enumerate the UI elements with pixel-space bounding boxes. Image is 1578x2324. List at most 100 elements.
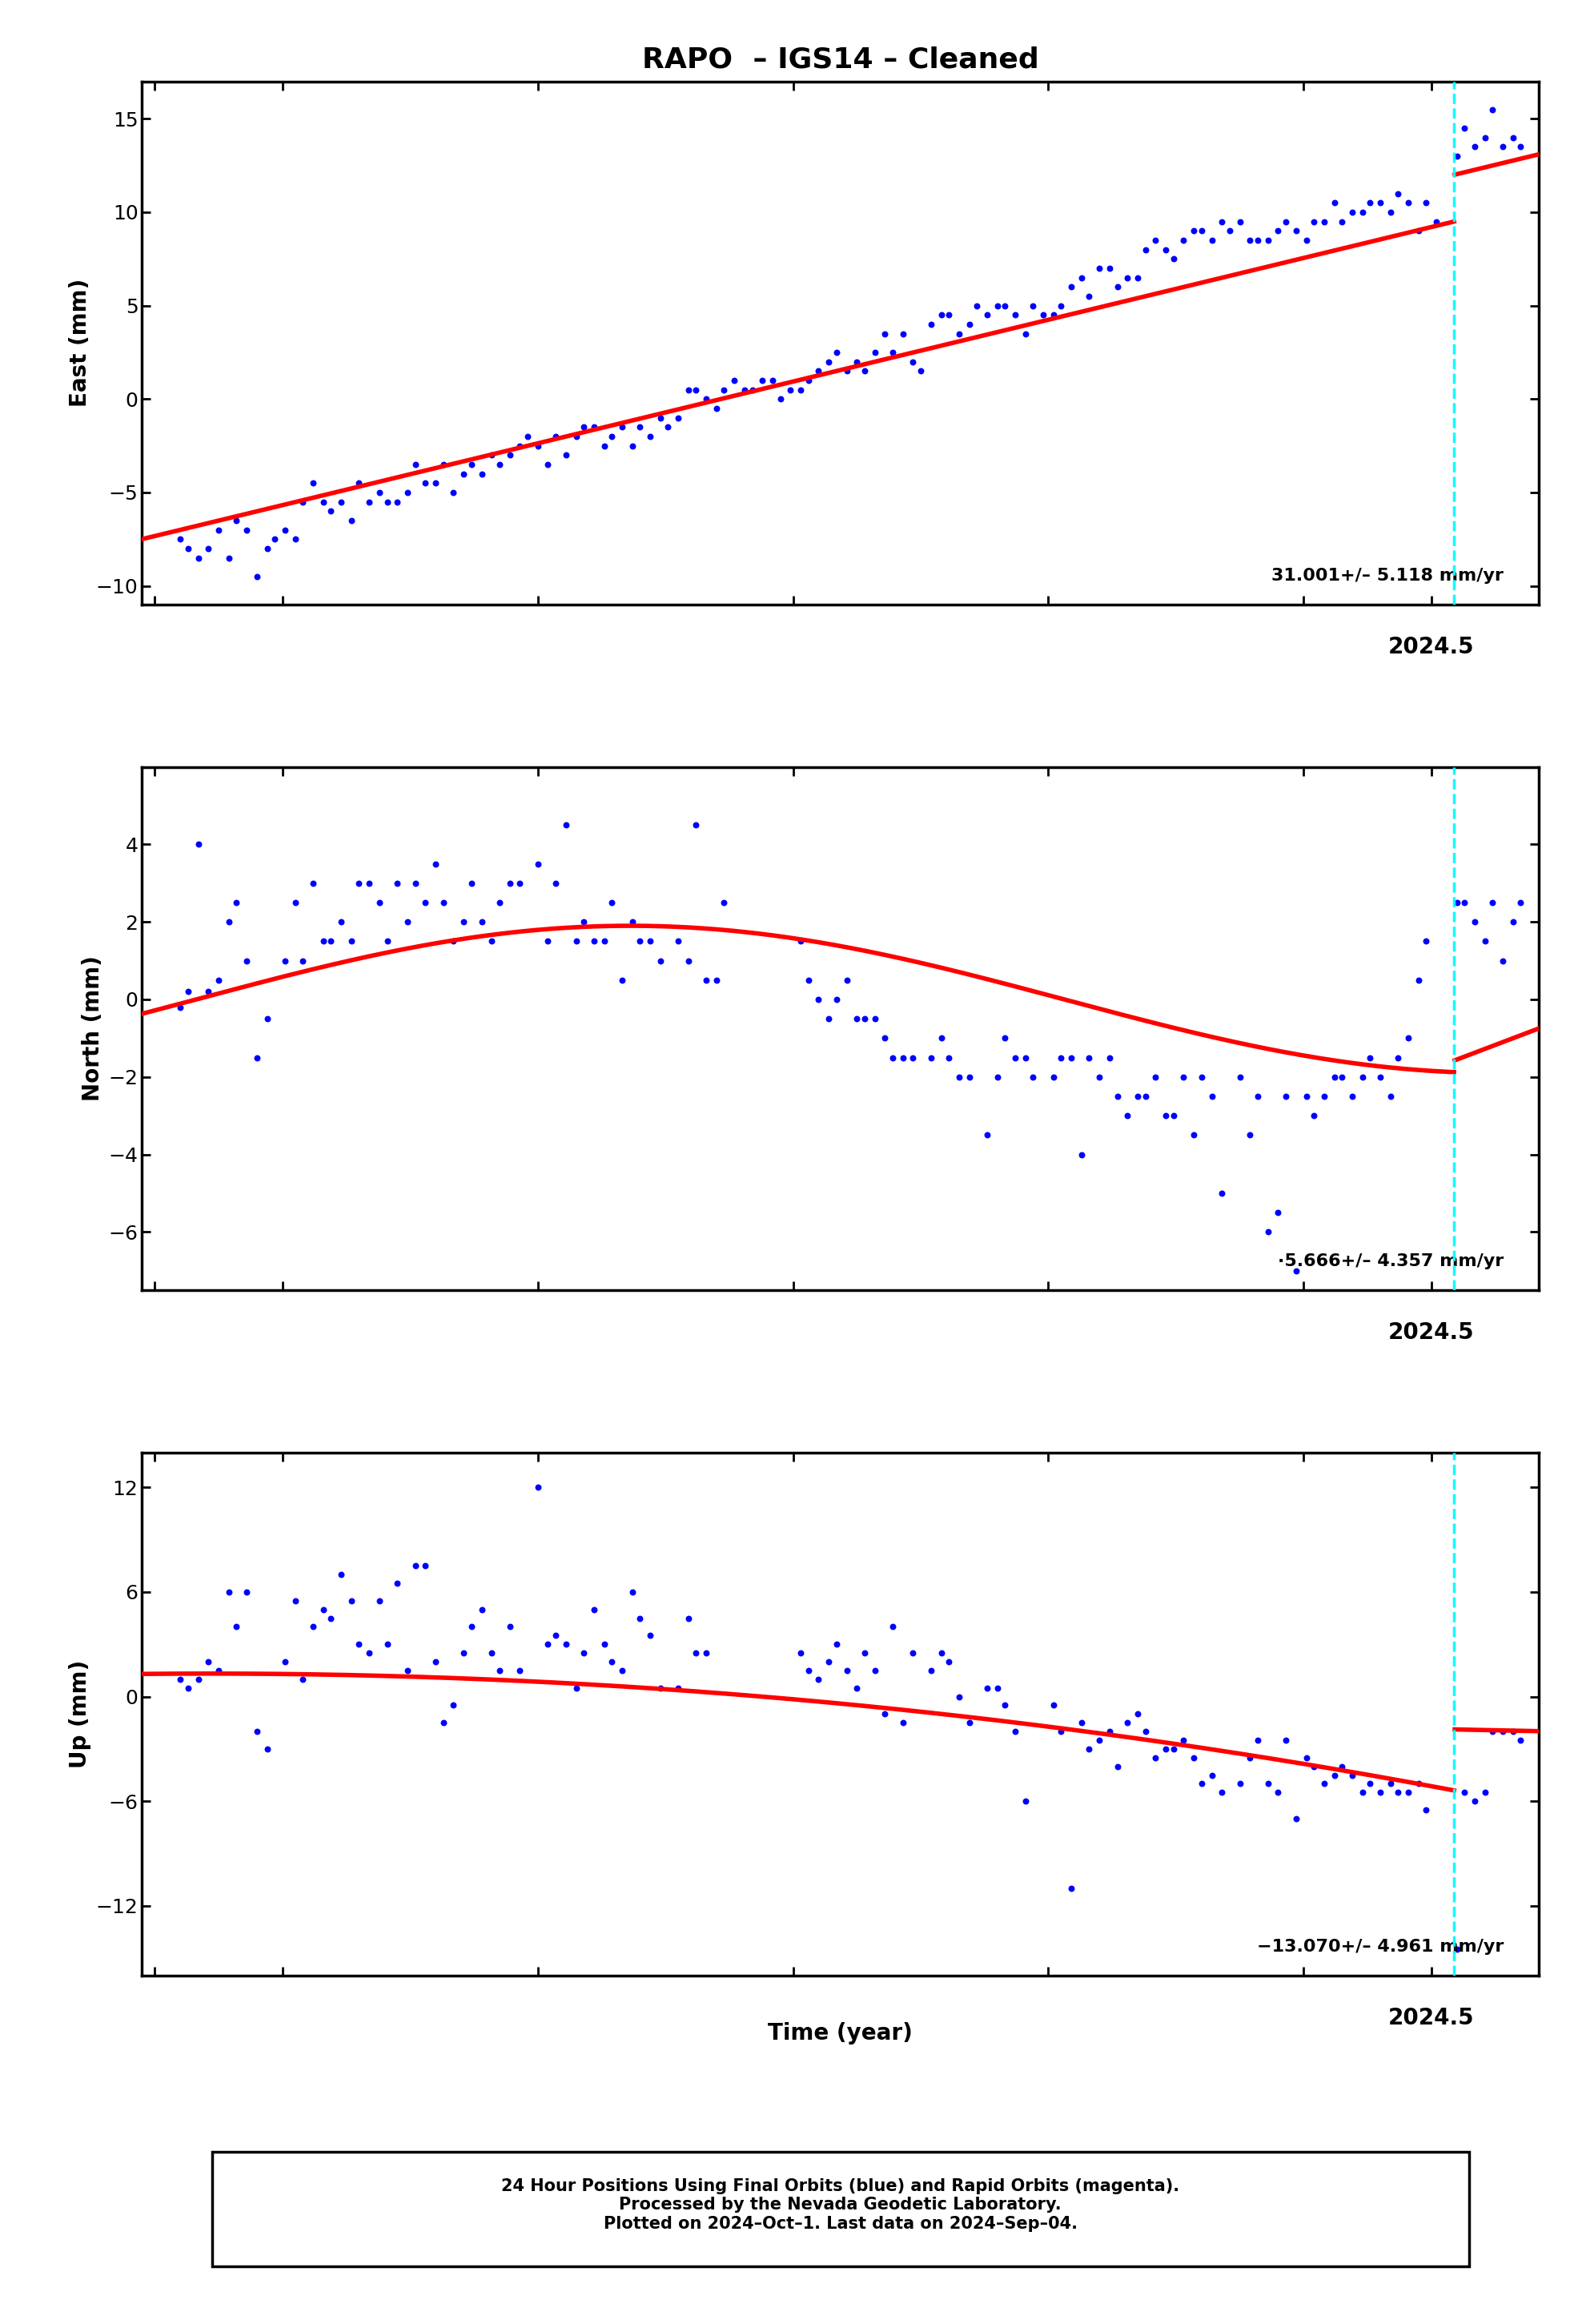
- Point: [947, 1678, 972, 1715]
- Point: [1414, 1792, 1439, 1829]
- Point: [1273, 1722, 1299, 1759]
- Point: [543, 1618, 568, 1655]
- Point: [620, 428, 645, 465]
- Point: [620, 1573, 645, 1611]
- Point: [975, 1669, 1000, 1706]
- Point: [245, 1039, 270, 1076]
- Point: [571, 409, 596, 446]
- Point: [554, 806, 579, 844]
- Point: [767, 381, 792, 418]
- Point: [366, 474, 391, 511]
- Point: [385, 865, 410, 902]
- Point: [1013, 316, 1038, 353]
- Point: [1125, 1697, 1150, 1734]
- Point: [423, 1643, 448, 1680]
- Point: [638, 923, 663, 960]
- Point: [778, 372, 803, 409]
- FancyBboxPatch shape: [211, 2152, 1469, 2266]
- Point: [1406, 211, 1431, 249]
- Point: [1002, 297, 1027, 335]
- Point: [1105, 267, 1130, 304]
- Point: [167, 521, 193, 558]
- Point: [273, 511, 298, 548]
- Point: [918, 1652, 944, 1690]
- Point: [1302, 202, 1327, 239]
- Point: [385, 1564, 410, 1601]
- Point: [647, 400, 672, 437]
- Point: [1097, 1039, 1122, 1076]
- Point: [451, 456, 477, 493]
- Point: [1116, 258, 1141, 295]
- Point: [328, 904, 353, 941]
- Point: [186, 825, 211, 862]
- Point: [1340, 1078, 1365, 1116]
- Point: [1444, 883, 1469, 920]
- Point: [936, 1643, 961, 1680]
- Point: [488, 883, 513, 920]
- Point: [1385, 1039, 1411, 1076]
- Point: [535, 446, 560, 483]
- Point: [1002, 1713, 1027, 1750]
- Point: [873, 316, 898, 353]
- Point: [1116, 1097, 1141, 1134]
- Point: [1125, 258, 1150, 295]
- Point: [1161, 239, 1187, 277]
- Point: [497, 437, 522, 474]
- Point: [721, 363, 746, 400]
- Point: [1357, 184, 1382, 221]
- Point: [1209, 1773, 1234, 1810]
- Point: [1171, 1722, 1196, 1759]
- Point: [300, 1608, 325, 1645]
- Point: [1237, 1116, 1262, 1153]
- Point: [1245, 1078, 1270, 1116]
- Point: [581, 923, 606, 960]
- Y-axis label: North (mm): North (mm): [82, 955, 104, 1102]
- Point: [901, 1039, 926, 1076]
- Point: [694, 1634, 720, 1671]
- Point: [712, 372, 737, 409]
- Point: [431, 1703, 456, 1741]
- Point: [440, 474, 466, 511]
- Point: [666, 1669, 691, 1706]
- Text: 24 Hour Positions Using Final Orbits (blue) and Rapid Orbits (magenta).
Processe: 24 Hour Positions Using Final Orbits (bl…: [502, 2178, 1179, 2231]
- Point: [1501, 119, 1526, 156]
- Point: [563, 418, 589, 456]
- Point: [1501, 1713, 1526, 1750]
- Point: [1068, 1703, 1094, 1741]
- Point: [881, 1039, 906, 1076]
- Point: [1349, 193, 1374, 230]
- Point: [402, 1548, 428, 1585]
- Point: [1329, 202, 1354, 239]
- Point: [1059, 1871, 1084, 1908]
- Point: [1472, 923, 1498, 960]
- Point: [1414, 184, 1439, 221]
- Point: [675, 372, 701, 409]
- Point: [1076, 277, 1101, 314]
- Point: [947, 316, 972, 353]
- Point: [497, 1608, 522, 1645]
- Point: [385, 483, 410, 521]
- Point: [1340, 1757, 1365, 1794]
- Point: [1059, 1039, 1084, 1076]
- Point: [273, 1643, 298, 1680]
- Point: [918, 1039, 944, 1076]
- Point: [1116, 1703, 1141, 1741]
- Point: [1182, 1116, 1207, 1153]
- Point: [816, 1643, 841, 1680]
- Point: [795, 1652, 821, 1690]
- Point: [1283, 1801, 1308, 1838]
- Point: [835, 353, 860, 390]
- Point: [1322, 184, 1348, 221]
- Point: [234, 511, 259, 548]
- Point: [1048, 1713, 1073, 1750]
- Point: [1133, 1078, 1158, 1116]
- Point: [440, 1687, 466, 1724]
- Point: [175, 1669, 200, 1706]
- Point: [1385, 174, 1411, 211]
- Point: [1501, 904, 1526, 941]
- Point: [600, 883, 625, 920]
- Point: [1237, 1738, 1262, 1776]
- Point: [1256, 221, 1281, 258]
- Point: [196, 530, 221, 567]
- Point: [1021, 1057, 1046, 1095]
